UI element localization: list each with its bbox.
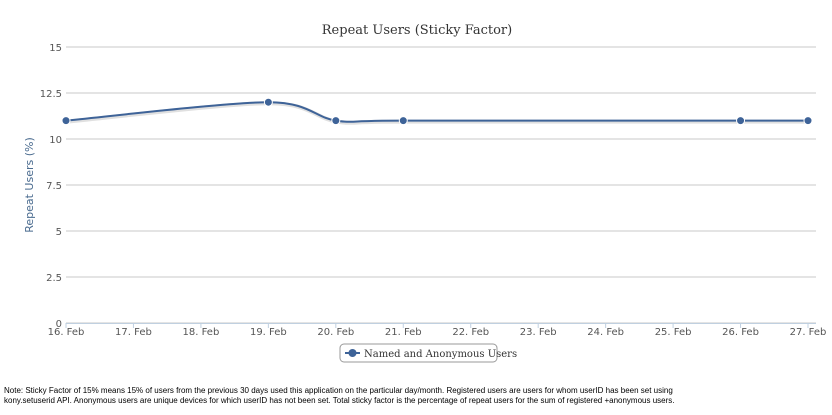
- grid-lines: [66, 46, 816, 324]
- sticky-factor-chart: Repeat Users (Sticky Factor) 0 2.5 5 7.5 10 1…: [23, 23, 827, 363]
- data-point[interactable]: [61, 116, 71, 126]
- x-tick-label: 17. Feb: [115, 327, 152, 338]
- x-tick-label: 16. Feb: [48, 327, 85, 338]
- x-tick-label: 21. Feb: [385, 327, 422, 338]
- legend-box: [339, 343, 498, 363]
- y-tick-label: 10: [49, 135, 62, 146]
- x-tick-label: 22. Feb: [452, 327, 489, 338]
- y-tick-label: 12.5: [40, 89, 62, 100]
- x-tick-label: 18. Feb: [183, 327, 220, 338]
- data-point[interactable]: [263, 97, 273, 107]
- legend-marker: [348, 349, 357, 357]
- data-point[interactable]: [803, 116, 813, 126]
- y-axis-label: Repeat Users (%): [23, 137, 36, 233]
- y-tick-label: 5: [56, 227, 62, 238]
- x-tick-label: 25. Feb: [655, 327, 692, 338]
- y-tick-label: 2.5: [46, 273, 62, 284]
- series-layer: [61, 97, 813, 126]
- data-point[interactable]: [736, 116, 746, 126]
- x-tick-label: 19. Feb: [250, 327, 287, 338]
- x-axis: 16. Feb 17. Feb 18. Feb 19. Feb 20. Feb 21. F…: [48, 323, 827, 338]
- x-tick-label: 23. Feb: [520, 327, 557, 338]
- y-tick-label: 0: [56, 319, 62, 330]
- x-tick-label: 24. Feb: [587, 327, 624, 338]
- y-axis-ticks: 0 2.5 5 7.5 10 12.5 15: [40, 43, 62, 330]
- x-tick-label: 27. Feb: [790, 327, 827, 338]
- series-line-named-anonymous: [65, 101, 808, 123]
- data-point[interactable]: [398, 116, 408, 126]
- chart-title: Repeat Users (Sticky Factor): [322, 23, 512, 38]
- x-tick-label: 26. Feb: [722, 327, 759, 338]
- legend[interactable]: Named and Anonymous Users: [339, 343, 517, 363]
- chart-note: Note: Sticky Factor of 15% means 15% of …: [4, 386, 675, 405]
- y-tick-label: 15: [49, 43, 62, 54]
- legend-item-named-anonymous[interactable]: Named and Anonymous Users: [364, 349, 517, 360]
- x-tick-label: 20. Feb: [317, 327, 354, 338]
- y-tick-label: 7.5: [46, 181, 62, 192]
- data-point[interactable]: [331, 116, 341, 126]
